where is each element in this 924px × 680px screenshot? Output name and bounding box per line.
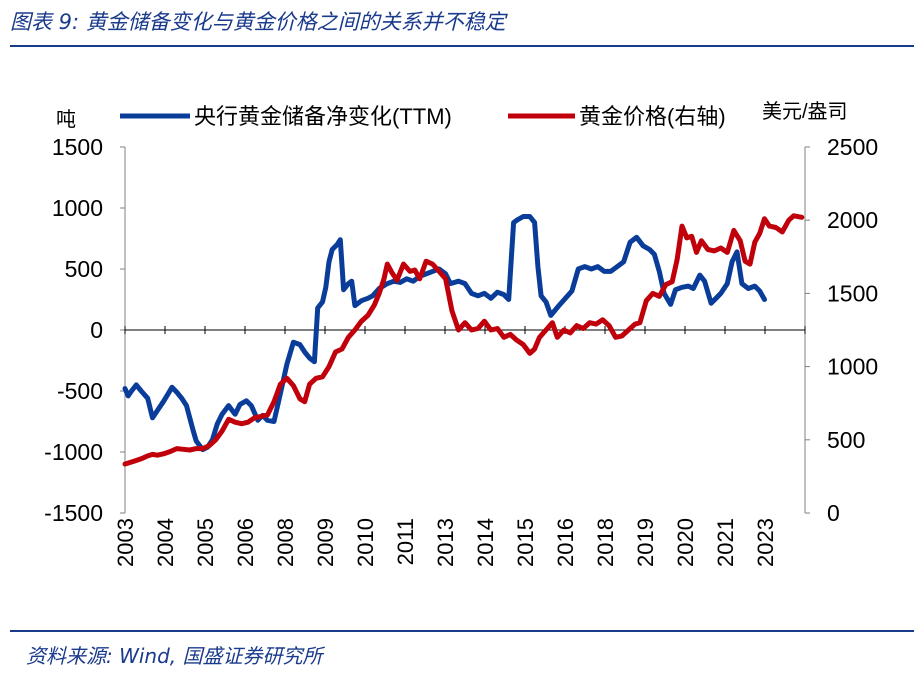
chart: 央行黄金储备净变化(TTM) 黄金价格(右轴) 吨 美元/盎司 1500 1000… [44,100,878,567]
left-tick-label: 1500 [52,134,103,160]
x-tick-label: 2005 [193,518,218,567]
x-tick-label: 2016 [553,518,578,567]
right-tick-label: 2000 [827,207,878,233]
right-tick-label: 500 [827,427,865,453]
x-tick-label: 2006 [233,518,258,567]
x-tick-label: 2023 [753,518,778,567]
x-tick-label: 2004 [153,518,178,567]
x-tick-label: 2018 [593,518,618,567]
series-line-price [122,213,805,467]
source-rule [10,630,914,632]
x-tick-label: 2003 [113,518,138,567]
series-layer [122,213,805,467]
legend: 央行黄金储备净变化(TTM) 黄金价格(右轴) [120,104,726,129]
legend-label-price: 黄金价格(右轴) [579,104,726,129]
x-tick-label: 2008 [273,518,298,567]
source-note: 资料来源: Wind, 国盛证券研究所 [26,644,323,668]
left-tick-label: -500 [57,378,103,404]
right-tick-label: 1000 [827,354,878,380]
left-tick-label: -1000 [44,439,103,465]
chart-title: 图表 9: 黄金储备变化与黄金价格之间的关系并不稳定 [10,10,506,34]
x-tick-label: 2015 [513,518,538,567]
left-axis-unit: 吨 [56,108,76,131]
right-axis-unit: 美元/盎司 [762,100,848,123]
right-tick-label: 0 [827,500,840,526]
legend-label-reserves: 央行黄金储备净变化(TTM) [194,104,452,129]
title-rule [10,45,914,47]
x-tick-label: 2009 [313,518,338,567]
x-tick-label: 2014 [473,518,498,567]
left-tick-label: 0 [90,317,103,343]
right-tick-label: 2500 [827,134,878,160]
series-line-reserves [122,214,767,453]
x-tick-label: 2019 [633,518,658,567]
axes: 1500 1000 500 0 -500 -1000 -1500 2500 2000 1500 10… [44,134,878,567]
right-tick-label: 1500 [827,280,878,306]
left-tick-label: 500 [65,256,103,282]
x-tick-label: 2011 [393,518,418,565]
x-tick-label: 2020 [673,518,698,567]
x-tick-label: 2021 [713,518,738,567]
x-tick-label: 2013 [433,518,458,567]
left-tick-label: 1000 [52,195,103,221]
x-tick-label: 2010 [353,518,378,567]
left-tick-label: -1500 [44,500,103,526]
